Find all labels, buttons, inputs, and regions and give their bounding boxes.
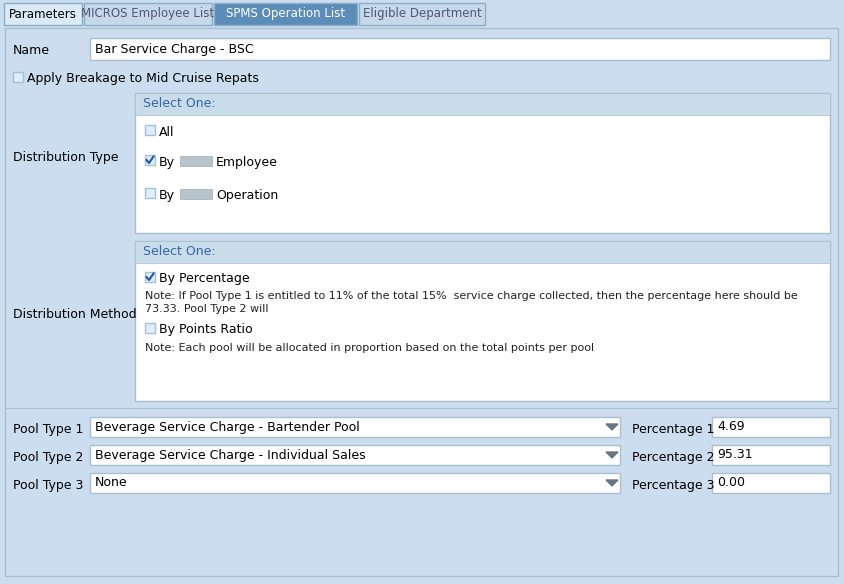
- Polygon shape: [606, 480, 618, 486]
- Text: 0.00: 0.00: [717, 477, 745, 489]
- Text: 4.69: 4.69: [717, 420, 744, 433]
- Bar: [359, 3, 485, 25]
- Text: Parameters: Parameters: [9, 8, 77, 20]
- Text: SPMS Operation List: SPMS Operation List: [226, 8, 345, 20]
- Bar: [145, 272, 155, 282]
- Text: Distribution Method: Distribution Method: [13, 308, 137, 322]
- Bar: [90, 445, 620, 465]
- Text: Percentage 3: Percentage 3: [632, 479, 715, 492]
- Bar: [90, 473, 620, 493]
- Bar: [13, 72, 23, 82]
- Polygon shape: [606, 452, 618, 458]
- Bar: [180, 156, 212, 166]
- Text: Distribution Type: Distribution Type: [13, 151, 118, 164]
- Text: Apply Breakage to Mid Cruise Repats: Apply Breakage to Mid Cruise Repats: [27, 72, 259, 85]
- Text: Note: Each pool will be allocated in proportion based on the total points per po: Note: Each pool will be allocated in pro…: [145, 343, 594, 353]
- Bar: [712, 417, 830, 437]
- Text: By: By: [159, 156, 175, 169]
- Bar: [145, 188, 155, 198]
- Polygon shape: [606, 424, 618, 430]
- Bar: [145, 125, 155, 135]
- Text: By: By: [159, 189, 175, 202]
- Text: Select One:: Select One:: [143, 245, 215, 258]
- Bar: [712, 473, 830, 493]
- Text: By Percentage: By Percentage: [159, 272, 250, 285]
- Text: None: None: [95, 477, 127, 489]
- Text: Percentage 1: Percentage 1: [632, 423, 715, 436]
- Bar: [4, 3, 82, 25]
- Bar: [145, 323, 155, 333]
- Bar: [712, 445, 830, 465]
- Bar: [84, 3, 212, 25]
- Text: MICROS Employee List: MICROS Employee List: [81, 8, 214, 20]
- Text: Note: If Pool Type 1 is entitled to 11% of the total 15%  service charge collect: Note: If Pool Type 1 is entitled to 11% …: [145, 291, 798, 301]
- Text: 95.31: 95.31: [717, 449, 753, 461]
- Text: Operation: Operation: [216, 189, 279, 202]
- Bar: [135, 93, 830, 115]
- Text: Beverage Service Charge - Bartender Pool: Beverage Service Charge - Bartender Pool: [95, 420, 360, 433]
- Text: 73.33. Pool Type 2 will: 73.33. Pool Type 2 will: [145, 304, 268, 314]
- Text: Select One:: Select One:: [143, 97, 215, 110]
- Bar: [214, 3, 357, 25]
- Text: Beverage Service Charge - Individual Sales: Beverage Service Charge - Individual Sal…: [95, 449, 365, 461]
- Text: Pool Type 2: Pool Type 2: [13, 451, 84, 464]
- Bar: [135, 241, 830, 263]
- Text: Pool Type 1: Pool Type 1: [13, 423, 84, 436]
- Bar: [135, 241, 830, 401]
- Bar: [90, 38, 830, 60]
- Text: Employee: Employee: [216, 156, 278, 169]
- Text: Percentage 2: Percentage 2: [632, 451, 715, 464]
- Bar: [135, 93, 830, 233]
- Text: By Points Ratio: By Points Ratio: [159, 323, 252, 336]
- Text: All: All: [159, 126, 175, 139]
- Bar: [5, 408, 838, 409]
- Bar: [180, 189, 212, 199]
- Text: Eligible Department: Eligible Department: [363, 8, 481, 20]
- Bar: [145, 155, 155, 165]
- Text: Bar Service Charge - BSC: Bar Service Charge - BSC: [95, 43, 254, 55]
- Bar: [90, 417, 620, 437]
- Text: Name: Name: [13, 44, 50, 57]
- Text: Pool Type 3: Pool Type 3: [13, 479, 84, 492]
